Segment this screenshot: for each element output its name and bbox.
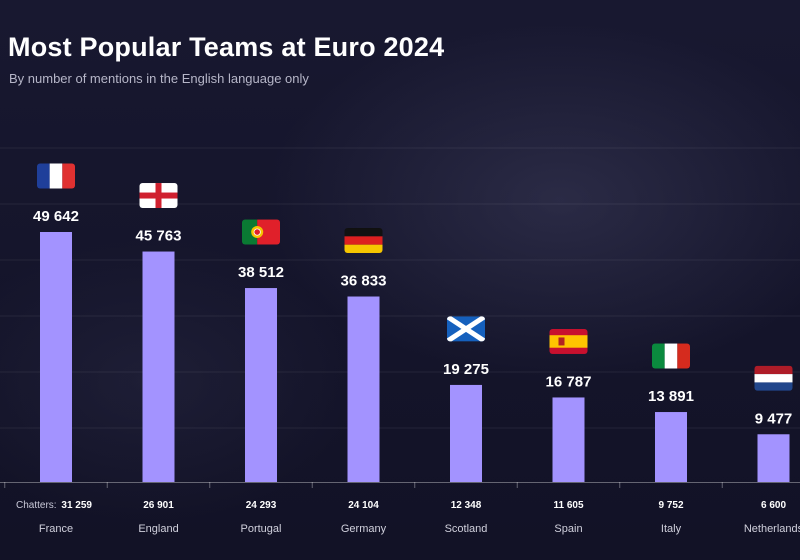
value-label: 45 763 [136,228,182,245]
value-label: 49 642 [33,208,79,225]
value-label: 16 787 [546,373,592,390]
bar-france [40,232,72,482]
chatters-value: 26 901 [143,500,174,511]
chatters-value: 24 104 [348,500,379,511]
gridlines [0,147,800,429]
category-label: Netherlands [744,523,800,535]
bar-netherlands [757,434,790,482]
chatters-value: 31 259 [61,500,92,511]
value-label: 9 477 [755,410,793,427]
chatters-value: 9 752 [658,500,683,511]
chart-title: Most Popular Teams at Euro 2024 [8,32,445,62]
chatters-value: 12 348 [451,500,482,511]
category-label: Spain [554,523,582,535]
category-label: Germany [341,523,387,535]
category-label: France [39,523,73,535]
portugal-flag-icon [242,219,280,245]
category-label: Italy [661,523,682,535]
chatters-value: 11 605 [553,500,583,511]
value-label: 19 275 [443,361,489,378]
bar-italy [655,412,687,482]
italy-flag-icon [652,343,690,369]
bar-germany [347,296,380,482]
chatters-value: 6 600 [761,500,786,511]
bar-spain [552,397,585,482]
category-label: Portugal [241,523,282,535]
france-flag-icon [37,163,75,189]
netherlands-flag-icon [754,365,793,391]
bar-scotland [450,384,482,482]
bar-portugal [245,288,277,482]
value-label: 13 891 [648,388,694,405]
category-label: England [138,523,178,535]
chatters-value: 24 293 [246,500,277,511]
value-label: 36 833 [341,273,387,290]
category-label: Scotland [445,523,488,535]
england-flag-icon [139,183,178,209]
chatters-label: Chatters: [16,500,57,511]
germany-flag-icon [344,228,383,254]
spain-flag-icon [549,328,588,354]
chart-subtitle: By number of mentions in the English lan… [9,71,309,86]
value-label: 38 512 [238,264,284,281]
bar-england [142,251,175,482]
scotland-flag-icon [447,316,485,342]
